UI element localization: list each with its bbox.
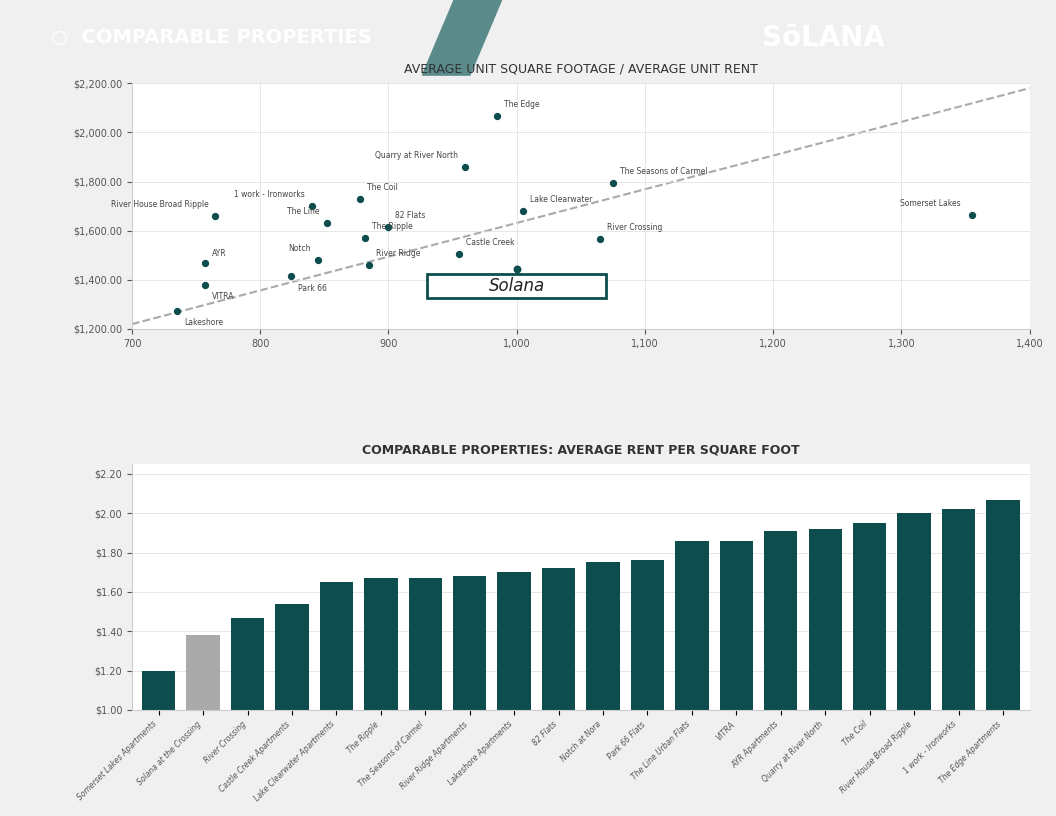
Bar (142, 671, 175, 816)
Title: AVERAGE UNIT SQUARE FOOTAGE / AVERAGE UNIT RENT: AVERAGE UNIT SQUARE FOOTAGE / AVERAGE UN… (403, 62, 758, 75)
Bar (409, 579, 442, 816)
FancyBboxPatch shape (427, 273, 606, 299)
Bar (187, 635, 220, 816)
Text: River House Broad Ripple: River House Broad Ripple (111, 200, 208, 209)
Text: 82 Flats: 82 Flats (395, 211, 426, 220)
Text: The Ripple: The Ripple (373, 222, 413, 231)
Text: Solana: Solana (489, 277, 545, 295)
Point (283, 269, 300, 282)
Point (508, 262, 525, 275)
Bar (497, 572, 531, 816)
Title: COMPARABLE PROPERTIES: AVERAGE RENT PER SQUARE FOOT: COMPARABLE PROPERTIES: AVERAGE RENT PER … (362, 443, 799, 456)
Bar (542, 569, 576, 816)
Point (309, 254, 326, 267)
Point (352, 193, 369, 206)
Text: VITRA: VITRA (212, 292, 234, 301)
Text: Somerset Lakes: Somerset Lakes (900, 199, 961, 208)
Text: River Crossing: River Crossing (607, 224, 662, 233)
Text: Quarry at River North: Quarry at River North (376, 151, 458, 160)
Bar (231, 618, 264, 816)
Text: 1 work - Ironworks: 1 work - Ironworks (233, 190, 304, 199)
Point (207, 210, 224, 223)
Bar (986, 499, 1020, 816)
Text: Notch: Notch (288, 244, 310, 253)
Polygon shape (422, 0, 502, 75)
Point (514, 205, 531, 218)
Point (604, 176, 621, 189)
Text: Lake Clearwater: Lake Clearwater (530, 195, 592, 204)
Point (489, 110, 506, 123)
Point (357, 232, 374, 245)
Text: The Seasons of Carmel: The Seasons of Carmel (620, 166, 708, 175)
Point (380, 220, 397, 233)
Text: ○  COMPARABLE PROPERTIES: ○ COMPARABLE PROPERTIES (51, 28, 372, 47)
Text: The Edge: The Edge (505, 100, 540, 109)
Text: SōLANA: SōLANA (762, 24, 885, 51)
Bar (675, 541, 709, 816)
Bar (765, 531, 797, 816)
Bar (898, 513, 930, 816)
Bar (364, 579, 397, 816)
Bar (453, 576, 487, 816)
Bar (586, 562, 620, 816)
Bar (942, 509, 975, 816)
Bar (276, 604, 308, 816)
Point (451, 247, 468, 260)
Point (361, 259, 378, 272)
Text: River Ridge: River Ridge (376, 249, 420, 258)
Bar (719, 541, 753, 816)
Point (457, 160, 474, 173)
Text: Castle Creek: Castle Creek (466, 238, 514, 247)
Bar (809, 529, 842, 816)
Point (169, 304, 186, 317)
Bar (853, 523, 886, 816)
Point (196, 278, 213, 291)
Bar (630, 561, 664, 816)
Bar (320, 582, 353, 816)
Text: Lakeshore: Lakeshore (184, 318, 223, 327)
Point (963, 208, 980, 221)
Text: Park 66: Park 66 (298, 284, 326, 293)
Point (319, 217, 336, 230)
Point (196, 256, 213, 269)
Point (591, 233, 608, 246)
Text: The Coil: The Coil (367, 183, 398, 192)
Text: AYR: AYR (212, 250, 227, 259)
Text: The Line: The Line (287, 207, 320, 216)
Point (303, 200, 320, 213)
